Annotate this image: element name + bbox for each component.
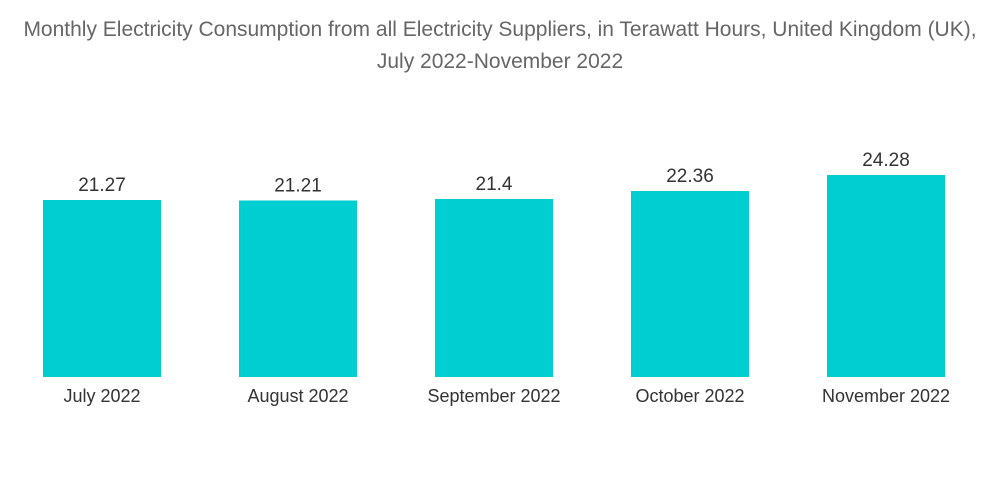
x-tick-label-2: August 2022: [247, 386, 348, 406]
x-axis-tick-labels: July 2022 August 2022 September 2022 Octobe…: [63, 386, 950, 406]
value-label-2: 21.21: [274, 176, 322, 197]
bar-4: [631, 191, 749, 377]
x-tick-label-1: July 2022: [63, 386, 140, 406]
x-tick-label-5: November 2022: [822, 386, 950, 406]
bar-1: [43, 200, 161, 377]
value-label-4: 22.36: [666, 166, 714, 187]
value-labels-group: 21.27 21.21 21.4 22.36 24.28: [78, 150, 910, 197]
value-label-5: 24.28: [862, 150, 910, 171]
chart-title: Monthly Electricity Consumption from all…: [23, 18, 977, 73]
value-label-1: 21.27: [78, 175, 126, 196]
x-tick-label-3: September 2022: [427, 386, 560, 406]
bar-3: [435, 199, 553, 377]
bar-5: [827, 175, 945, 377]
bars-group: [43, 175, 945, 377]
value-label-3: 21.4: [476, 174, 513, 195]
x-tick-label-4: October 2022: [635, 386, 744, 406]
bar-2: [239, 200, 357, 377]
